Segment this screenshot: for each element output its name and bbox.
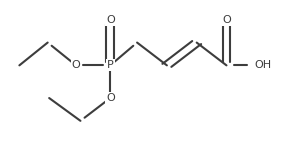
Text: OH: OH — [255, 60, 272, 70]
Text: O: O — [72, 60, 80, 70]
Text: O: O — [106, 15, 115, 25]
Text: O: O — [106, 93, 115, 103]
Text: P: P — [107, 60, 114, 70]
Text: O: O — [222, 15, 231, 25]
